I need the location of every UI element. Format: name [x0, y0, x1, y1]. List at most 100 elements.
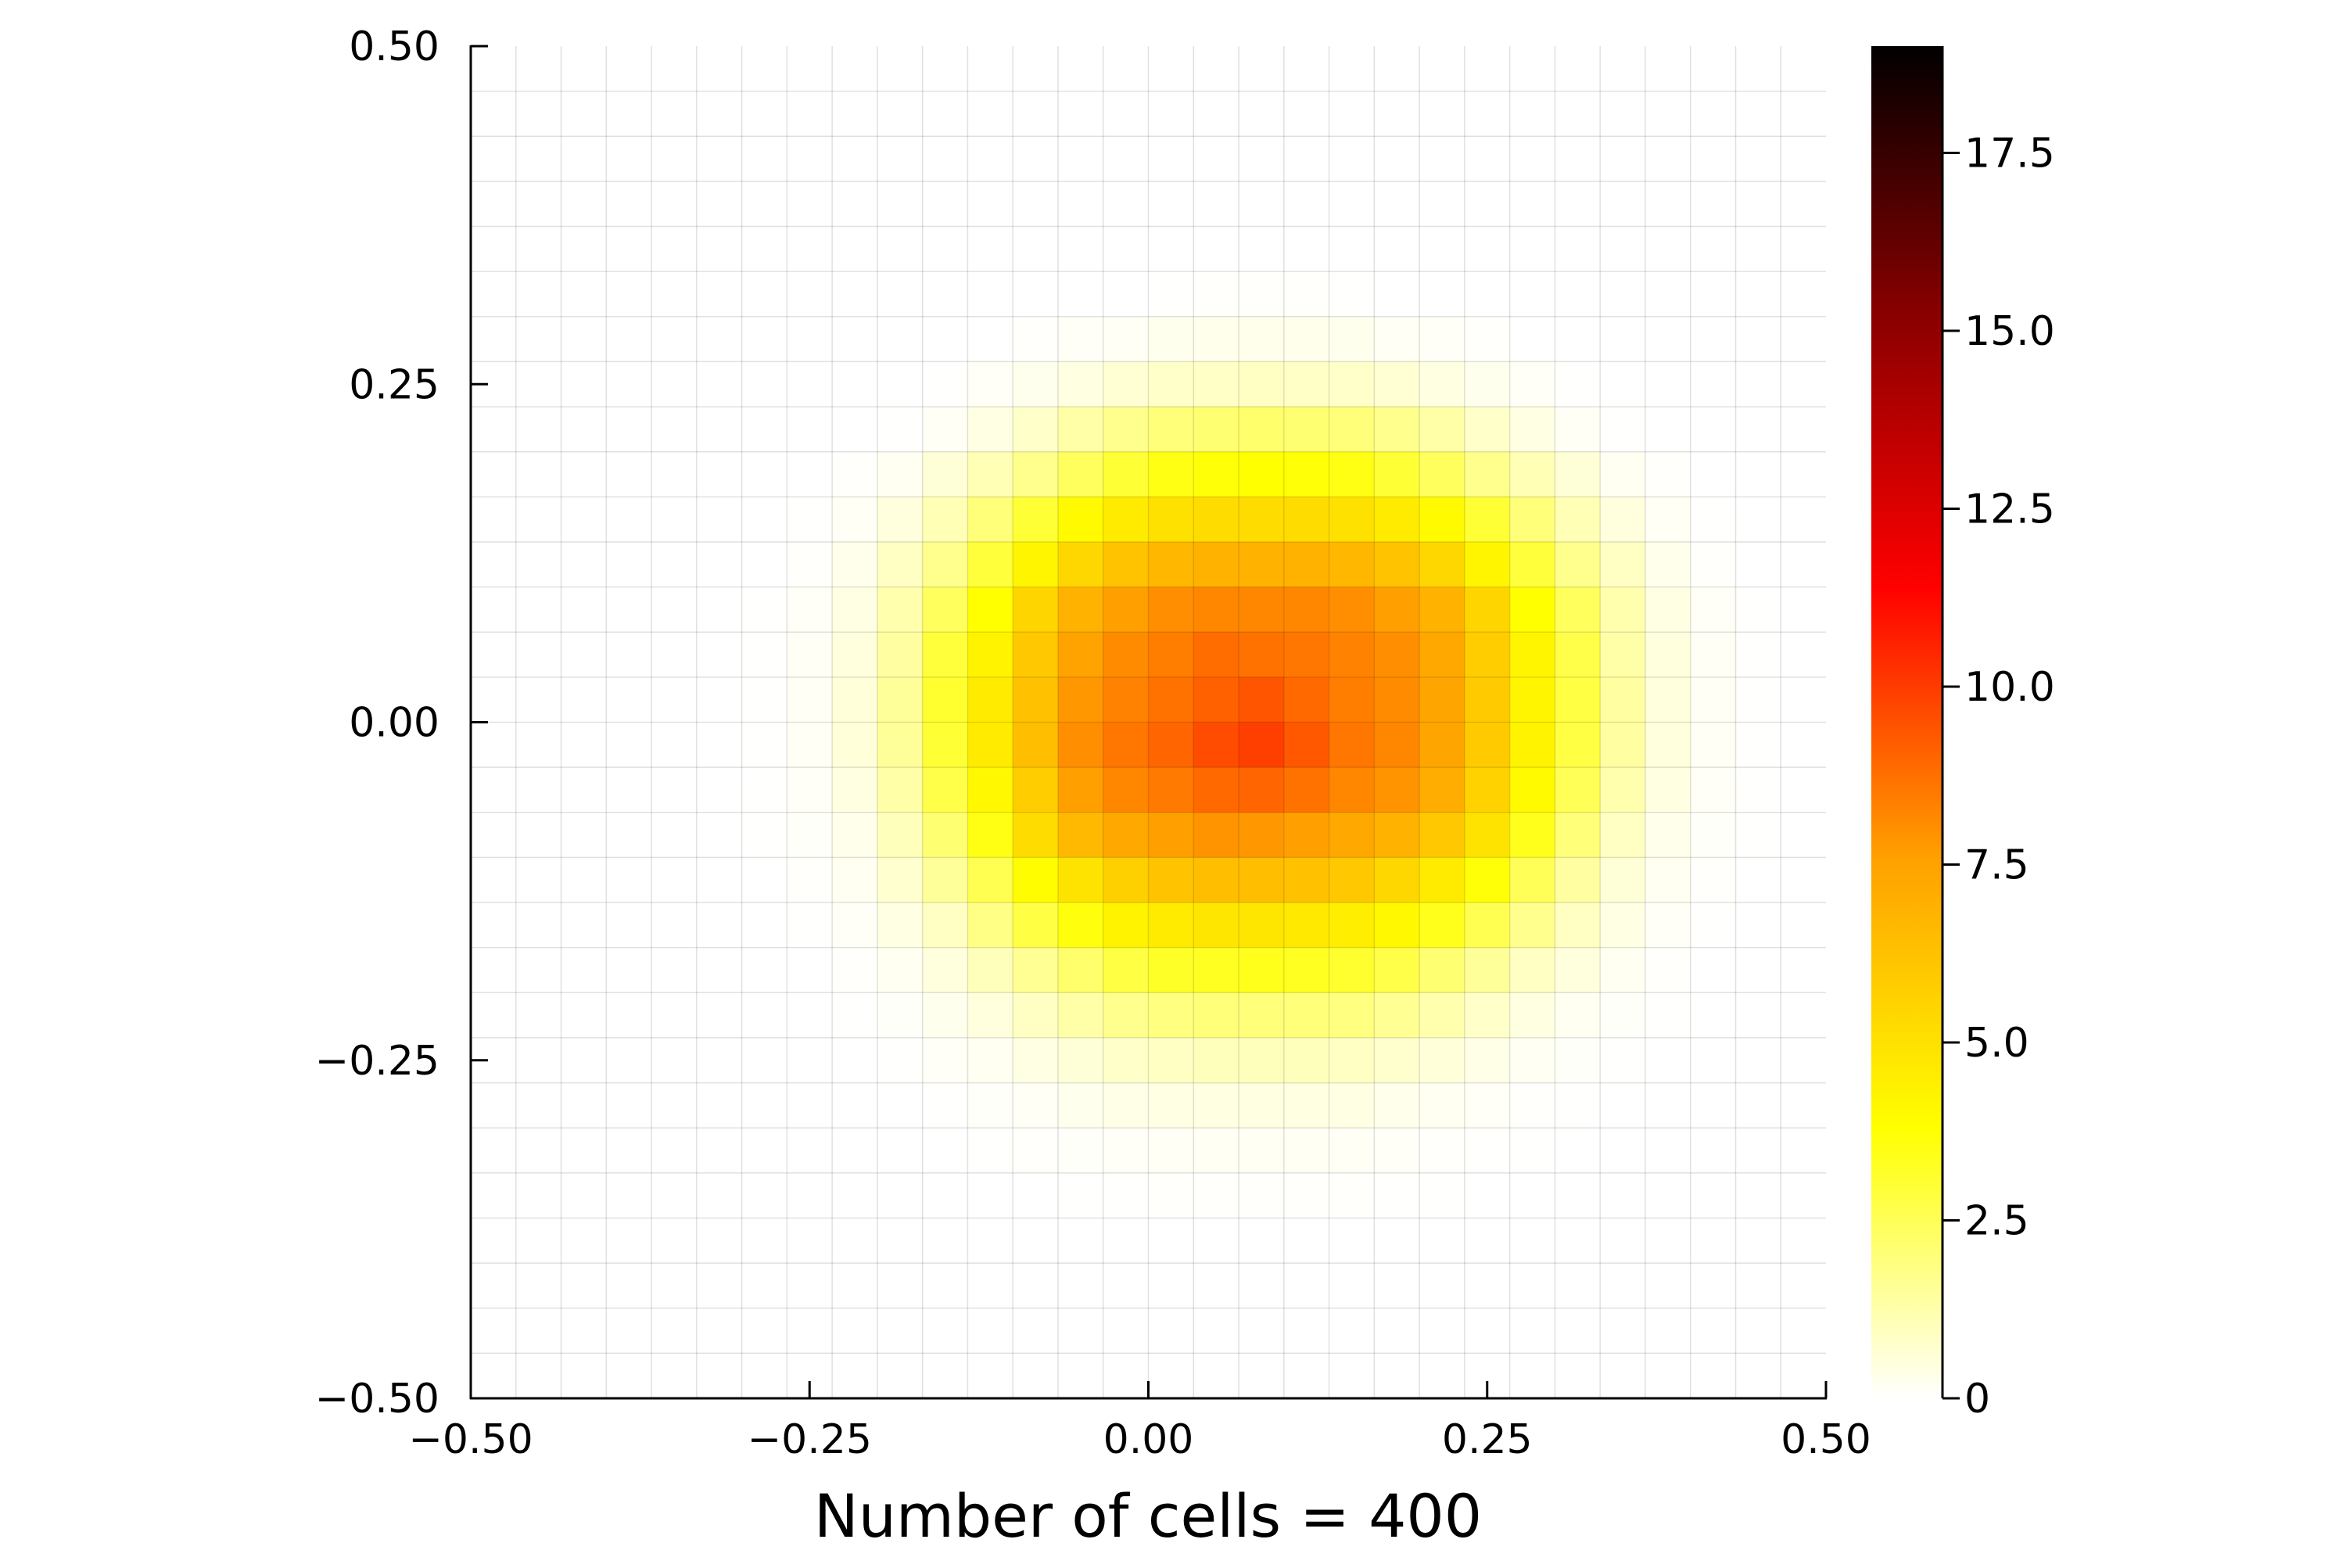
heatmap-cell [922, 46, 969, 92]
heatmap-cell [1645, 316, 1691, 363]
heatmap-cell [561, 857, 607, 903]
heatmap-cell [1193, 451, 1239, 497]
heatmap-cell [696, 407, 743, 453]
heatmap-cell [922, 361, 969, 407]
heatmap-cell [1464, 1308, 1511, 1354]
heatmap-cell [1555, 407, 1601, 453]
x-tick-label: 0.50 [1781, 1416, 1871, 1463]
heatmap-cell [1374, 1263, 1420, 1309]
heatmap-cell [651, 316, 698, 363]
heatmap-cell [1645, 1263, 1691, 1309]
heatmap-cell [1645, 1082, 1691, 1128]
heatmap-cell [877, 226, 924, 272]
heatmap-cell [1148, 181, 1194, 228]
heatmap-cell [1103, 1218, 1150, 1264]
heatmap-cell [651, 541, 698, 588]
heatmap-cell [606, 632, 652, 678]
heatmap-cell [1057, 1082, 1104, 1128]
heatmap-cell [1735, 1308, 1781, 1354]
heatmap-cell [471, 632, 517, 678]
heatmap-cell [922, 1218, 969, 1264]
heatmap-cell [787, 91, 833, 137]
heatmap-cell [1193, 722, 1239, 768]
heatmap-cell [651, 1308, 698, 1354]
heatmap-cell [1329, 316, 1375, 363]
heatmap-cell [787, 1263, 833, 1309]
colorbar-tick-label: 12.5 [1964, 486, 2055, 533]
heatmap-cell [515, 1353, 562, 1399]
heatmap-cell [1645, 722, 1691, 768]
heatmap-cell [1013, 1263, 1059, 1309]
heatmap-cell [832, 226, 878, 272]
heatmap-cell [1193, 136, 1239, 182]
heatmap-cell [1600, 316, 1646, 363]
heatmap-cell [1509, 722, 1555, 768]
heatmap-cell [606, 1037, 652, 1084]
heatmap-cell [787, 587, 833, 633]
heatmap-cell [696, 1353, 743, 1399]
heatmap-cell [561, 1218, 607, 1264]
heatmap-cell [1464, 992, 1511, 1039]
heatmap-cell [515, 271, 562, 318]
heatmap-cell [1148, 857, 1194, 903]
heatmap-cell [877, 361, 924, 407]
heatmap-cell [1735, 1172, 1781, 1219]
heatmap-cell [1509, 361, 1555, 407]
heatmap-cell [1690, 1263, 1737, 1309]
heatmap-cell [1193, 541, 1239, 588]
heatmap-cell [1419, 587, 1465, 633]
heatmap-cell [1283, 632, 1330, 678]
heatmap-cell [1193, 271, 1239, 318]
heatmap-cell [1329, 1172, 1375, 1219]
heatmap-cell [741, 46, 787, 92]
heatmap-cell [471, 541, 517, 588]
heatmap-cell [696, 361, 743, 407]
heatmap-cell [471, 46, 517, 92]
colorbar-tick-label: 10.0 [1964, 664, 2055, 711]
heatmap-cell [515, 632, 562, 678]
heatmap-cell [1464, 181, 1511, 228]
heatmap-cell [1374, 1353, 1420, 1399]
heatmap-cell [1148, 361, 1194, 407]
heatmap-cell [1690, 1308, 1737, 1354]
heatmap-cell [1193, 361, 1239, 407]
heatmap-cell [1509, 1172, 1555, 1219]
heatmap-cell [967, 1082, 1013, 1128]
heatmap-cell [787, 271, 833, 318]
heatmap-cell [922, 767, 969, 813]
heatmap-cell [1555, 1037, 1601, 1084]
y-tick-label: −0.25 [315, 1038, 439, 1085]
heatmap-cell [561, 407, 607, 453]
heatmap-cell [515, 857, 562, 903]
heatmap-cell [1464, 947, 1511, 993]
heatmap-cell [832, 1037, 878, 1084]
heatmap-cell [1735, 451, 1781, 497]
heatmap-cell [606, 271, 652, 318]
heatmap-cell [1464, 1082, 1511, 1128]
heatmap-cell [1103, 587, 1150, 633]
heatmap-cell [1057, 1218, 1104, 1264]
heatmap-cell [515, 1172, 562, 1219]
heatmap-cell [1419, 136, 1465, 182]
heatmap-cell [1464, 767, 1511, 813]
heatmap-cell [1419, 451, 1465, 497]
heatmap-cell [877, 1037, 924, 1084]
heatmap-cell [1193, 857, 1239, 903]
x-tick-label: 0.25 [1442, 1416, 1533, 1463]
heatmap-cell [1283, 1218, 1330, 1264]
heatmap-cell [1374, 902, 1420, 949]
heatmap-cell [1555, 361, 1601, 407]
heatmap-cell [515, 451, 562, 497]
heatmap-cell [741, 91, 787, 137]
heatmap-cell [471, 1172, 517, 1219]
heatmap-cell [1781, 136, 1827, 182]
heatmap-cell [651, 136, 698, 182]
heatmap-cell [696, 1218, 743, 1264]
heatmap-cell [651, 947, 698, 993]
heatmap-cell [1148, 722, 1194, 768]
heatmap-cell [1103, 1128, 1150, 1174]
x-tick-label: −0.25 [748, 1416, 872, 1463]
heatmap-cell [1555, 1128, 1601, 1174]
heatmap-cell [1329, 1218, 1375, 1264]
